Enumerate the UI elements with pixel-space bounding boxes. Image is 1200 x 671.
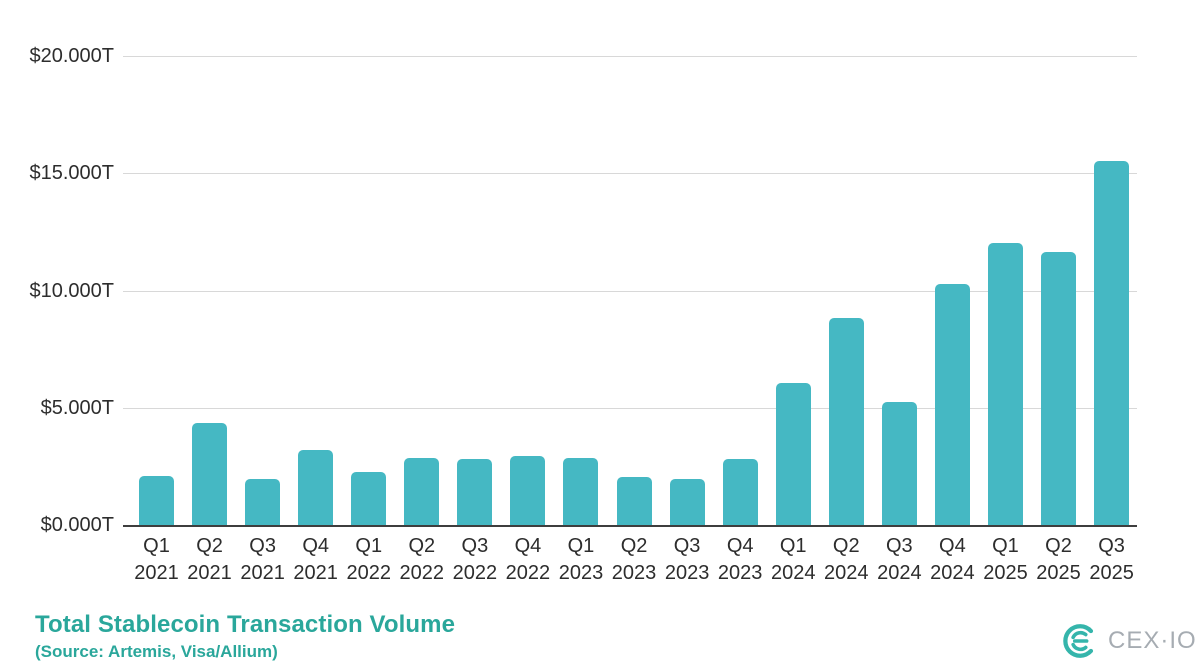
x-axis-line: [123, 525, 1137, 527]
gridline: [123, 56, 1137, 57]
x-tick-label: Q3 2021: [240, 535, 285, 584]
gridline: [123, 290, 1137, 292]
y-tick-label: $15.000T: [29, 162, 114, 185]
bar-q2-2025: [1041, 251, 1077, 526]
bar-q3-2023: [669, 479, 705, 526]
x-tick-label: Q2 2025: [1036, 535, 1081, 584]
bar-q3-2025: [1094, 161, 1130, 526]
bar-q2-2024: [828, 318, 864, 526]
bar-q4-2021: [298, 449, 334, 526]
cexio-logo-icon: [1063, 624, 1094, 658]
x-tick-label: Q1 2022: [346, 535, 391, 584]
gridline: [123, 173, 1137, 175]
bar-q2-2023: [616, 476, 652, 526]
bar-q4-2023: [722, 459, 758, 526]
y-tick-label: $5.000T: [40, 396, 114, 419]
x-tick-label: Q4 2022: [505, 535, 551, 584]
bar-q4-2024: [934, 284, 970, 526]
plot-area: $0.000T $5.000T $10.000T $15.000T $20.000T Q…: [29, 45, 1145, 584]
bar-q1-2021: [139, 475, 174, 526]
x-tick-label: Q3 2022: [452, 535, 498, 584]
cexio-logo-text: CEX·IO: [1108, 627, 1197, 654]
x-tick-label: Q2 2022: [399, 535, 445, 584]
x-tick-label: Q1 2021: [134, 535, 179, 584]
x-tick-label: Q4 2024: [930, 535, 975, 584]
x-tick-label: Q1 2025: [983, 535, 1028, 584]
y-tick-label: $20.000T: [29, 45, 114, 68]
x-tick-label: Q3 2023: [664, 535, 710, 584]
chart-source: (Source: Artemis, Visa/Allium): [35, 642, 278, 661]
bar-q3-2022: [457, 459, 493, 526]
x-tick-label: Q2 2023: [611, 535, 657, 584]
bar-q1-2023: [563, 458, 599, 526]
bar-q4-2022: [510, 455, 546, 526]
gridline: [123, 407, 1137, 409]
x-tick-label: Q1 2024: [770, 535, 816, 584]
x-tick-label: Q3 2025: [1089, 535, 1134, 584]
x-tick-label: Q4 2023: [717, 535, 763, 584]
y-tick-label: $0.000T: [40, 514, 114, 537]
x-tick-label: Q2 2021: [187, 535, 232, 584]
cexio-logo: CEX·IO: [1061, 620, 1197, 662]
bar-q1-2025: [987, 243, 1023, 526]
bar-q3-2024: [881, 401, 917, 526]
bar-q3-2021: [245, 479, 281, 526]
bar-q1-2024: [775, 382, 811, 526]
x-tick-label: Q2 2024: [824, 535, 869, 584]
bar-q2-2022: [404, 458, 440, 526]
x-tick-label: Q3 2024: [877, 535, 922, 584]
y-tick-label: $10.000T: [29, 279, 114, 302]
chart-title: Total Stablecoin Transaction Volume: [35, 611, 456, 638]
bar-q1-2022: [351, 472, 387, 526]
x-tick-label: Q4 2021: [293, 535, 338, 584]
bar-q2-2021: [192, 422, 228, 526]
x-tick-label: Q1 2023: [558, 535, 604, 584]
